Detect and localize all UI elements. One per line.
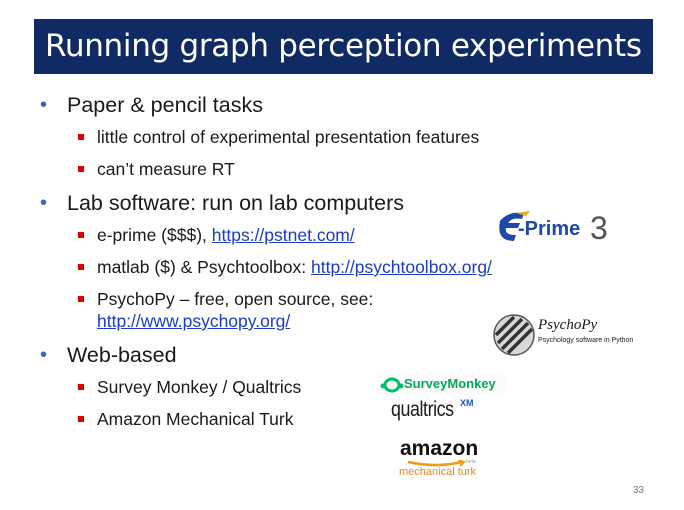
slide-title: Running graph perception experiments — [45, 28, 642, 64]
square-bullet-icon — [78, 232, 84, 238]
bullet-dot-icon: • — [40, 344, 48, 366]
psychopy-logo: PsychoPy Psychology software in Python — [492, 313, 633, 357]
title-bar: Running graph perception experiments — [34, 19, 653, 74]
bullet-label: Lab software: run on lab computers — [67, 191, 405, 215]
qualtrics-logo-sup: XM — [460, 398, 474, 408]
psychtoolbox-link[interactable]: http://psychtoolbox.org/ — [310, 257, 492, 277]
surveymonkey-logo-text: SurveyMonkey — [404, 376, 496, 391]
sub-bullet-text: Amazon Mechanical Turk — [97, 409, 294, 429]
eprime-logo-number: 3 — [590, 210, 608, 246]
qualtrics-logo-text: qualtrics — [391, 398, 454, 421]
bullet-label: Paper & pencil tasks — [67, 93, 263, 117]
pstnet-link[interactable]: https://pstnet.com/ — [211, 225, 355, 245]
bullet-dot-icon: • — [40, 94, 48, 116]
sub-bullet-text: little control of experimental presentat… — [97, 127, 480, 147]
square-bullet-icon — [78, 296, 84, 302]
square-bullet-icon — [78, 264, 84, 270]
surveymonkey-icon — [380, 377, 404, 393]
sub-bullet: matlab ($) & Psychtoolbox: http://psycht… — [38, 256, 638, 278]
surveymonkey-logo: SurveyMonkey — [377, 373, 507, 395]
sub-bullet-text: e-prime ($$$), — [97, 225, 212, 245]
sub-bullet: Survey Monkey / Qualtrics — [38, 376, 638, 398]
qualtrics-logo: qualtrics XM — [391, 398, 501, 428]
bullet-dot-icon: • — [40, 192, 48, 214]
sub-bullet: PsychoPy – free, open source, see: http:… — [38, 288, 638, 332]
bullet-paper-pencil: • Paper & pencil tasks — [38, 92, 638, 118]
sub-bullet-text: matlab ($) & Psychtoolbox: — [97, 257, 311, 277]
psychopy-spiral-icon — [493, 314, 535, 356]
bullet-lab-software: • Lab software: run on lab computers — [38, 190, 638, 216]
psychopy-logo-title: PsychoPy — [538, 317, 598, 333]
bullet-list: • Paper & pencil tasks little control of… — [38, 92, 638, 440]
square-bullet-icon — [78, 384, 84, 390]
bullet-web-based: • Web-based — [38, 342, 638, 368]
square-bullet-icon — [78, 166, 84, 172]
mturk-logo-text: mechanical turk — [399, 466, 477, 478]
square-bullet-icon — [78, 134, 84, 140]
square-bullet-icon — [78, 416, 84, 422]
amazon-smile-icon — [407, 460, 466, 467]
bullet-label: Web-based — [67, 343, 177, 367]
mturk-beta-badge: beta — [466, 459, 476, 465]
sub-bullet: little control of experimental presentat… — [38, 126, 638, 148]
sub-bullet: can’t measure RT — [38, 158, 638, 180]
amazon-logo-text: amazon — [400, 437, 479, 460]
eprime-e-icon — [499, 211, 530, 241]
eprime-logo: -Prime 3 — [494, 209, 624, 249]
sub-bullet-text: PsychoPy – free, open source, see: — [97, 289, 374, 309]
psychopy-link[interactable]: http://www.psychopy.org/ — [97, 311, 291, 331]
slide-number: 33 — [632, 485, 644, 496]
sub-bullet: e-prime ($$$), https://pstnet.com/ — [38, 224, 638, 246]
eprime-logo-text: -Prime — [518, 218, 581, 240]
amazon-mturk-logo: amazon beta mechanical turk — [398, 437, 488, 481]
psychopy-logo-subtitle: Psychology software in Python — [538, 337, 634, 344]
sub-bullet-text: Survey Monkey / Qualtrics — [97, 377, 302, 397]
sub-bullet: Amazon Mechanical Turk — [38, 408, 638, 430]
sub-bullet-text: can’t measure RT — [97, 159, 235, 179]
